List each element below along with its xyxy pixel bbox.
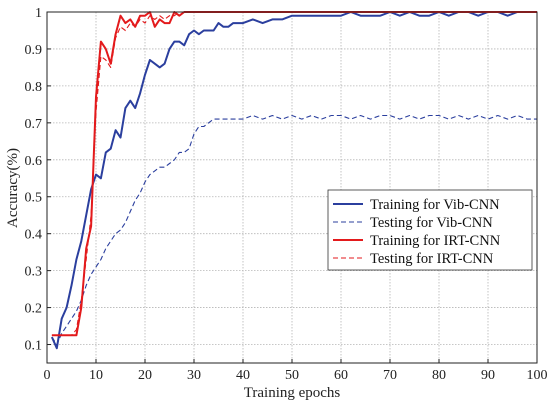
y-tick-label: 0.1 <box>25 339 43 354</box>
y-tick-label: 0.7 <box>25 117 43 132</box>
y-axis: 0.1 0.2 0.3 0.4 0.5 0.6 0.7 0.8 0.9 1 <box>25 6 51 354</box>
legend-label-training-for-irt-cnn: Training for IRT-CNN <box>370 233 501 249</box>
series-line-training-for-vib-cnn <box>50 11 537 350</box>
x-tick-label: 80 <box>432 368 446 383</box>
legend-label-training-for-vib-cnn: Training for Vib-CNN <box>370 197 500 213</box>
x-axis-label: Training epochs <box>244 385 341 401</box>
x-tick-label: 90 <box>481 368 495 383</box>
x-tick-label: 60 <box>334 368 348 383</box>
y-tick-label: 0.8 <box>25 80 43 95</box>
y-tick-label: 0.5 <box>25 191 43 206</box>
legend-entries: Training for Vib-CNN Testing for Vib-CNN T… <box>333 197 501 267</box>
x-tick-label: 20 <box>138 368 152 383</box>
y-tick-label: 0.2 <box>25 302 43 317</box>
x-tick-label: 70 <box>383 368 397 383</box>
y-tick-label: 0.4 <box>25 228 43 243</box>
x-tick-label: 30 <box>187 368 201 383</box>
grid <box>47 12 537 363</box>
y-tick-label: 0.3 <box>25 265 43 280</box>
x-tick-label: 10 <box>89 368 103 383</box>
x-tick-label: 0 <box>44 368 51 383</box>
y-tick-label: 0.6 <box>25 154 43 169</box>
y-tick-label: 0.9 <box>25 43 43 58</box>
x-tick-label: 40 <box>236 368 250 383</box>
x-tick-label: 100 <box>527 368 548 383</box>
legend: Training for Vib-CNN Testing for Vib-CNN T… <box>327 189 533 271</box>
legend-label-testing-for-irt-cnn: Testing for IRT-CNN <box>370 251 494 267</box>
legend-label-testing-for-vib-cnn: Testing for Vib-CNN <box>370 215 493 231</box>
y-axis-label: Accuracy(%) <box>5 148 21 228</box>
x-tick-label: 50 <box>285 368 299 383</box>
x-axis: 0 10 20 30 40 50 60 70 80 90 100 <box>44 359 548 383</box>
series-line-testing-for-irt-cnn <box>51 11 537 336</box>
y-tick-label: 1 <box>35 6 42 21</box>
series-line-testing-for-vib-cnn <box>51 114 537 346</box>
